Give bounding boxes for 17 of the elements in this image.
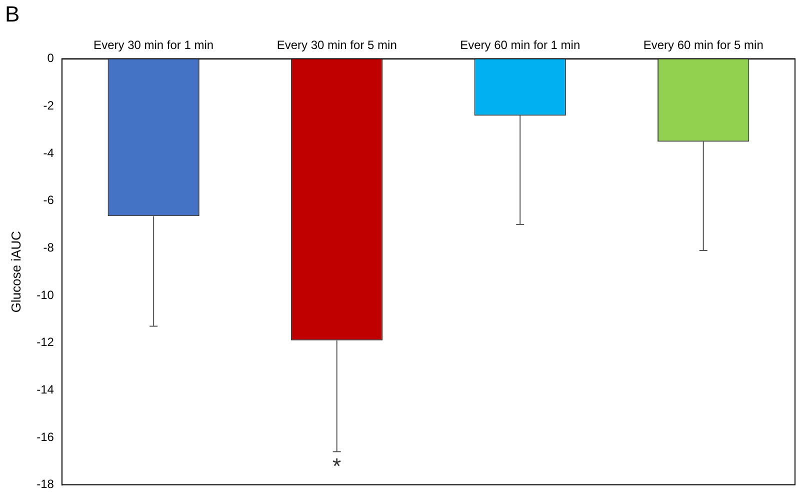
x-tick-label: Every 30 min for 5 min (276, 38, 397, 52)
y-axis-title: Glucose iAUC (8, 230, 24, 313)
y-tick-label: -12 (36, 335, 54, 350)
y-tick-label: -14 (36, 382, 54, 396)
y-tick-label: -18 (36, 477, 54, 492)
y-tick-label: -6 (43, 193, 54, 208)
annotation: * (332, 454, 342, 479)
y-tick-label: -8 (43, 240, 54, 254)
x-tick-label: Every 30 min for 1 min (94, 38, 214, 52)
x-tick-label: Every 60 min for 1 min (460, 38, 580, 52)
y-tick-label: 0 (47, 51, 54, 66)
y-tick-label: -2 (43, 98, 54, 112)
y-tick-label: -4 (43, 146, 54, 160)
x-tick-label: Every 60 min for 5 min (643, 38, 764, 52)
chart-title: B (5, 1, 20, 26)
y-tick-label: -16 (36, 430, 54, 444)
y-tick-label: -10 (36, 288, 54, 302)
